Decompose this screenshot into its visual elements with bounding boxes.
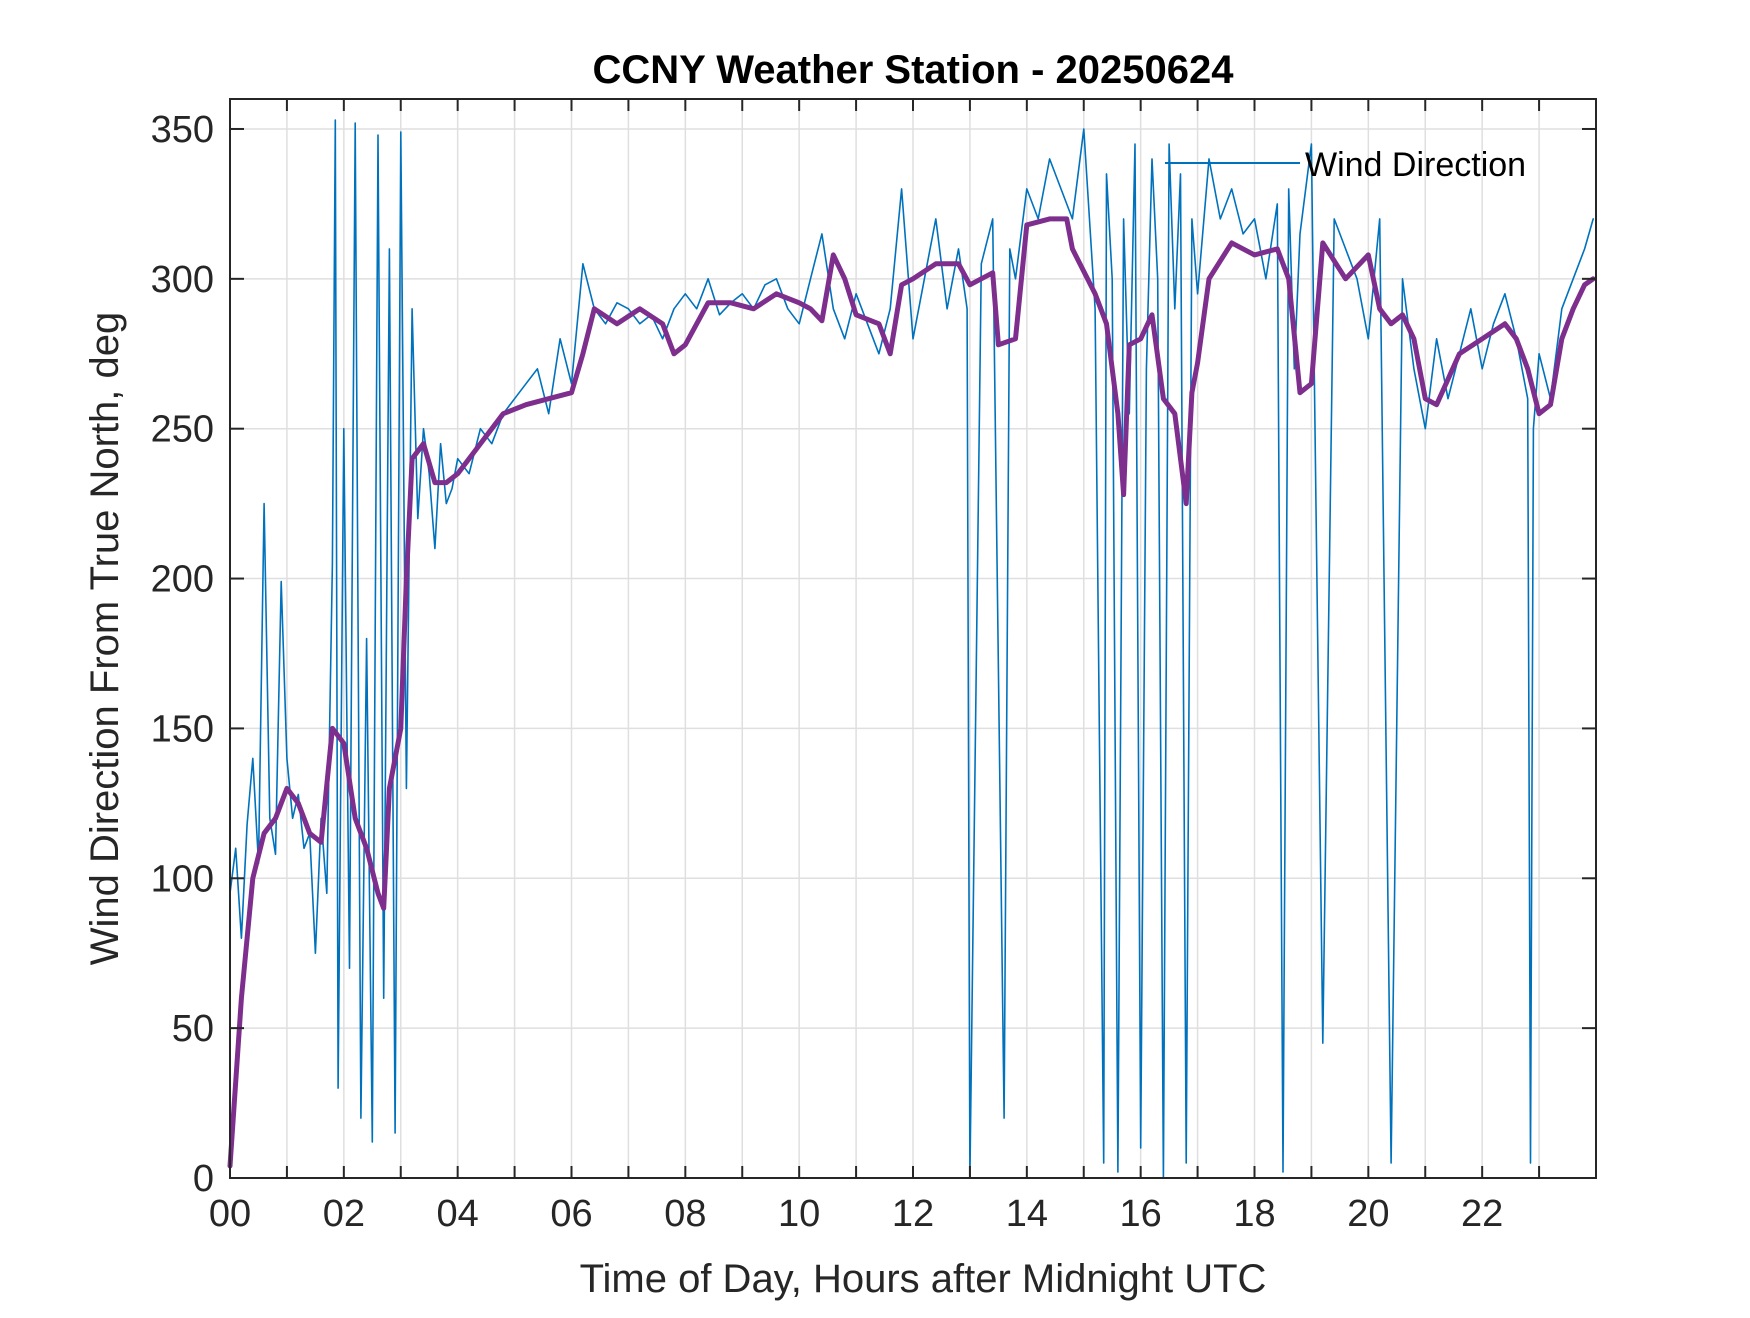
x-tick-label: 10 [778, 1193, 820, 1235]
x-tick-label: 14 [1006, 1193, 1048, 1235]
series-line-wind-direction [229, 119, 1594, 1179]
plot-area [227, 119, 1596, 1179]
x-axis-label: Time of Day, Hours after Midnight UTC [580, 1257, 1267, 1301]
x-tick-label: 02 [323, 1193, 365, 1235]
x-tick-label: 04 [437, 1193, 479, 1235]
x-tick-label: 20 [1347, 1193, 1389, 1235]
x-tick-label: 00 [209, 1193, 251, 1235]
y-tick-label: 50 [172, 1008, 214, 1050]
legend: Wind Direction [1165, 146, 1526, 184]
y-tick-label: 350 [151, 109, 214, 151]
x-tick-label: 22 [1461, 1193, 1503, 1235]
x-tick-label: 08 [664, 1193, 706, 1235]
y-tick-label: 150 [151, 708, 214, 750]
x-tick-label: 06 [550, 1193, 592, 1235]
chart-title: CCNY Weather Station - 20250624 [593, 48, 1235, 92]
y-tick-label: 100 [151, 858, 214, 900]
x-tick-label: 12 [892, 1193, 934, 1235]
x-tick-label: 16 [1120, 1193, 1162, 1235]
legend-label-wind-direction: Wind Direction [1305, 146, 1526, 184]
y-tick-label: 0 [193, 1158, 214, 1200]
ticks: 00 02 04 06 08 10 12 14 16 18 20 22 0 50 100 150 200 250 3… [151, 99, 1597, 1235]
y-tick-label: 250 [151, 409, 214, 451]
y-tick-label: 300 [151, 259, 214, 301]
y-axis-label: Wind Direction From True North, deg [83, 312, 127, 966]
x-tick-label: 18 [1233, 1193, 1275, 1235]
series-line-smoothed [227, 216, 1596, 1169]
y-tick-label: 200 [151, 559, 214, 601]
